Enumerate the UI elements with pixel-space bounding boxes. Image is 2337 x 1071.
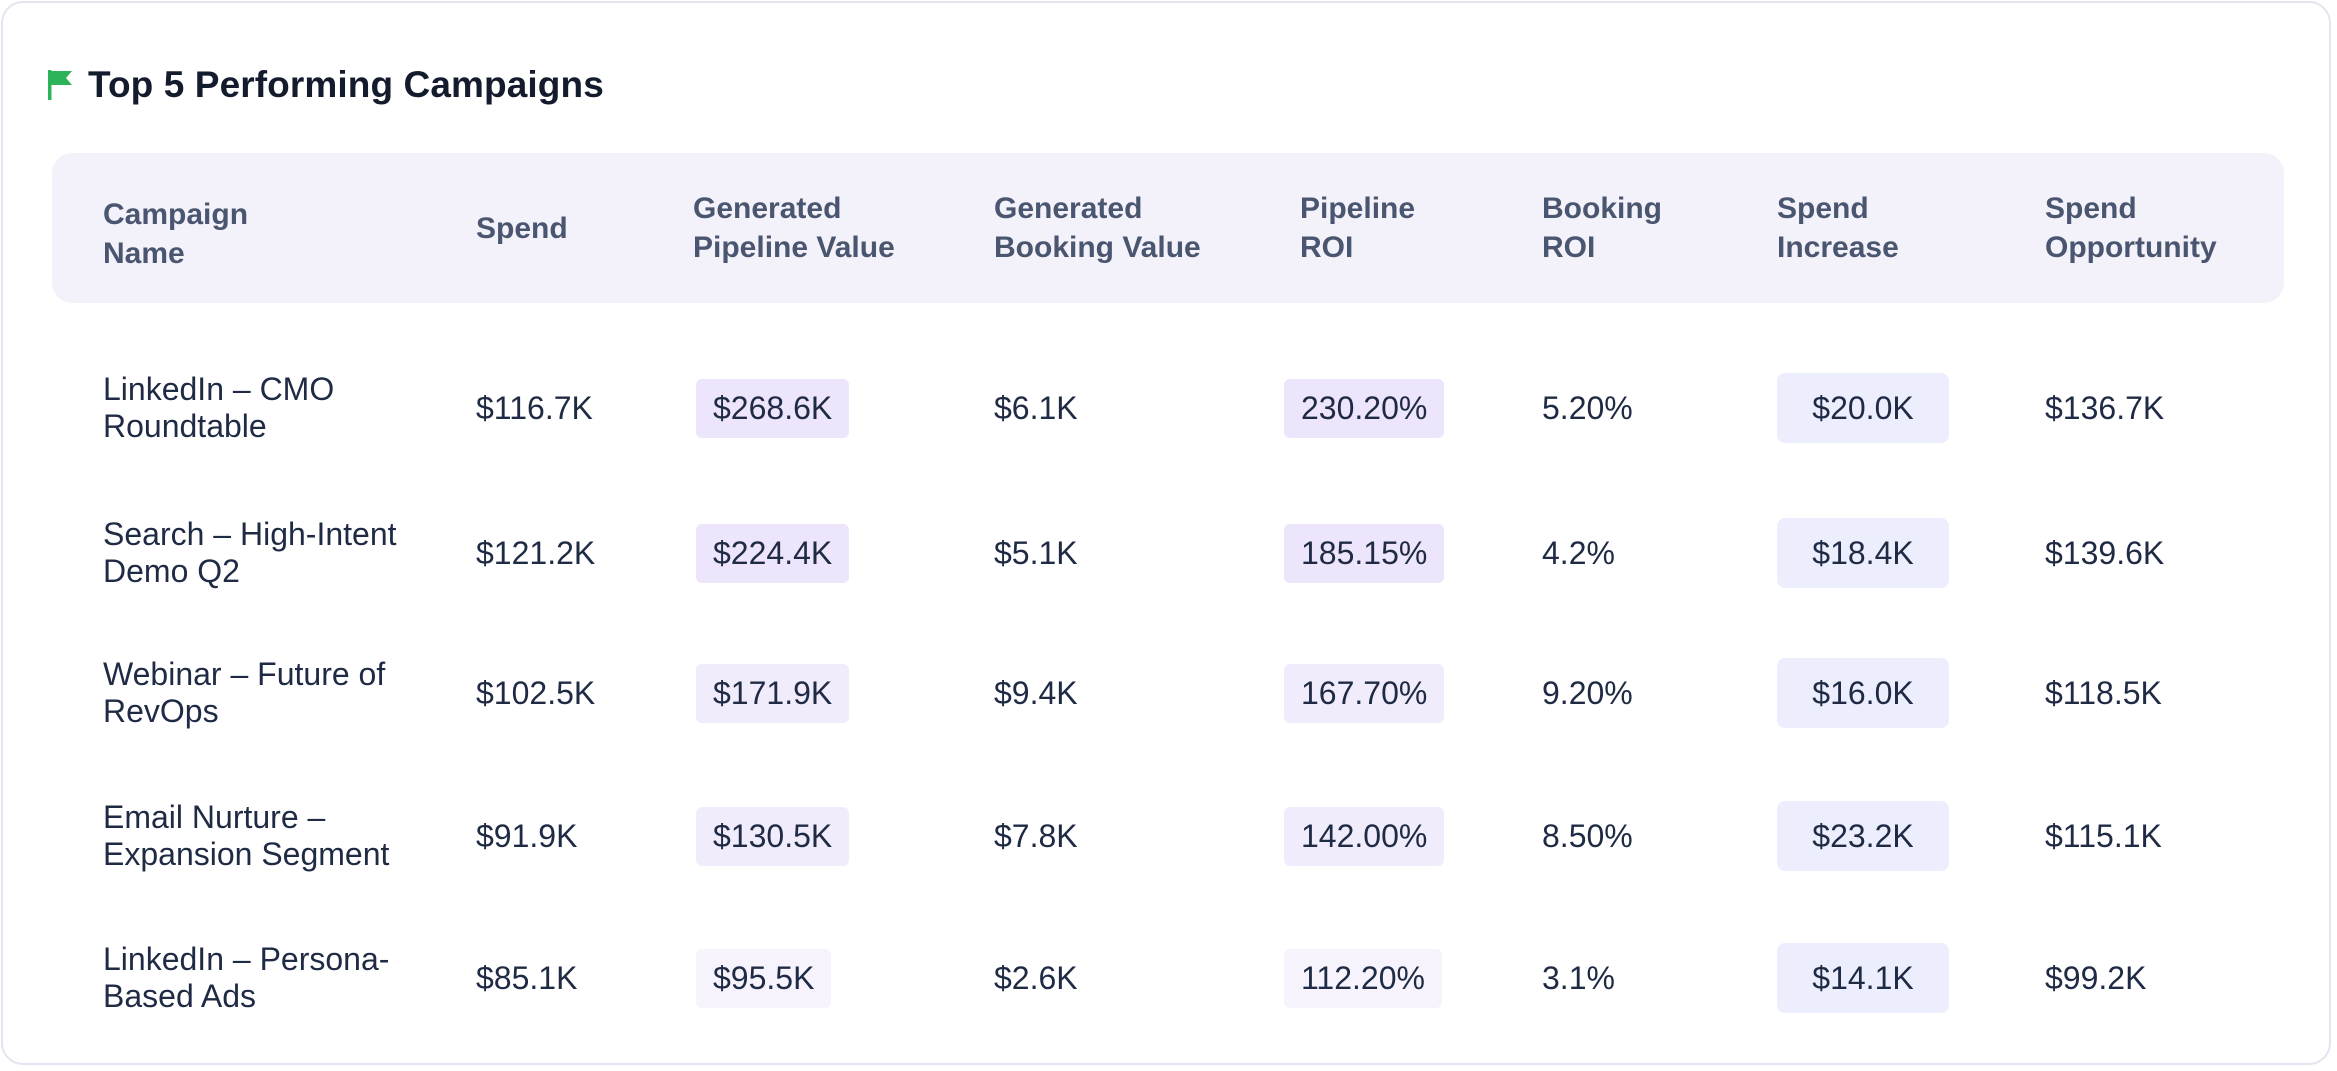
spend-increase-cell: $16.0K	[1777, 623, 1949, 763]
booking-value-cell: $6.1K	[994, 389, 1078, 426]
booking-roi-cell: 4.2%	[1542, 534, 1615, 571]
col-generated-booking-value-header[interactable]: Generated Booking Value	[994, 192, 1201, 264]
spend-opportunity-cell: $118.5K	[2045, 674, 2162, 711]
booking-roi-cell: 5.20%	[1542, 389, 1633, 426]
campaign-name-cell: Email Nurture – Expansion Segment	[103, 799, 390, 872]
col-spend-header[interactable]: Spend	[476, 211, 568, 245]
spend-cell: $116.7K	[476, 389, 593, 426]
spend-opportunity-cell: $115.1K	[2045, 817, 2162, 854]
spend-increase-pill: $16.0K	[1777, 658, 1949, 728]
campaign-name-cell: Webinar – Future of RevOps	[103, 656, 386, 729]
pipeline-value-pill: $224.4K	[696, 523, 850, 583]
spend-opportunity-cell: $99.2K	[2045, 959, 2147, 996]
spend-increase-cell: $20.0K	[1777, 338, 1949, 478]
col-booking-roi-header[interactable]: Booking ROI	[1542, 192, 1662, 264]
pipeline-value-pill: $268.6K	[696, 378, 850, 438]
booking-value-cell: $9.4K	[994, 674, 1078, 711]
table-row[interactable]: Email Nurture – Expansion Segment $91.9K $…	[52, 756, 2284, 916]
spend-cell: $121.2K	[476, 534, 596, 571]
pipeline-roi-pill: 185.15%	[1284, 523, 1445, 583]
flag-icon	[48, 70, 74, 100]
pipeline-value-cell: $95.5K	[696, 913, 832, 1043]
pipeline-roi-pill: 230.20%	[1284, 378, 1445, 438]
table-header: Campaign Name Spend Generated Pipeline Val…	[52, 153, 2284, 303]
spend-increase-cell: $14.1K	[1777, 913, 1949, 1043]
card-title: Top 5 Performing Campaigns	[88, 64, 604, 105]
card-header: Top 5 Performing Campaigns	[48, 63, 604, 107]
spend-increase-pill: $14.1K	[1777, 943, 1949, 1013]
spend-increase-pill: $18.4K	[1777, 518, 1949, 588]
pipeline-roi-cell: 167.70%	[1284, 623, 1445, 763]
spend-cell: $85.1K	[476, 959, 578, 996]
pipeline-value-cell: $171.9K	[696, 623, 850, 763]
campaign-name-cell: LinkedIn – CMO Roundtable	[103, 371, 335, 444]
spend-increase-pill: $20.0K	[1777, 373, 1949, 443]
col-campaign-name-header[interactable]: Campaign Name	[103, 198, 249, 270]
booking-roi-cell: 8.50%	[1542, 817, 1633, 854]
pipeline-value-cell: $130.5K	[696, 756, 850, 916]
pipeline-roi-pill: 142.00%	[1284, 806, 1445, 866]
campaigns-table: Campaign Name Spend Generated Pipeline Val…	[52, 153, 2284, 1014]
pipeline-roi-cell: 185.15%	[1284, 483, 1445, 623]
table-row[interactable]: Search – High-Intent Demo Q2 $121.2K $224.…	[52, 483, 2284, 623]
col-spend-opportunity-header[interactable]: Spend Opportunity	[2045, 192, 2217, 264]
table-row[interactable]: LinkedIn – CMO Roundtable $116.7K $268.6K $…	[52, 338, 2284, 478]
spend-increase-cell: $23.2K	[1777, 756, 1949, 916]
col-pipeline-roi-header[interactable]: Pipeline ROI	[1300, 192, 1416, 264]
col-spend-increase-header[interactable]: Spend Increase	[1777, 192, 1899, 264]
table-row[interactable]: Webinar – Future of RevOps $102.5K $171.9K…	[52, 623, 2284, 763]
pipeline-value-pill: $171.9K	[696, 663, 850, 723]
booking-value-cell: $2.6K	[994, 959, 1078, 996]
campaign-name-cell: Search – High-Intent Demo Q2	[103, 516, 397, 589]
booking-value-cell: $7.8K	[994, 817, 1078, 854]
pipeline-value-cell: $224.4K	[696, 483, 850, 623]
spend-cell: $102.5K	[476, 674, 596, 711]
booking-value-cell: $5.1K	[994, 534, 1078, 571]
spend-increase-pill: $23.2K	[1777, 801, 1949, 871]
campaign-name-cell: LinkedIn – Persona-Based Ads	[103, 941, 390, 1014]
spend-opportunity-cell: $139.6K	[2045, 534, 2165, 571]
pipeline-value-cell: $268.6K	[696, 338, 850, 478]
pipeline-value-pill: $130.5K	[696, 806, 850, 866]
spend-opportunity-cell: $136.7K	[2045, 389, 2165, 426]
booking-roi-cell: 9.20%	[1542, 674, 1633, 711]
pipeline-roi-pill: 167.70%	[1284, 663, 1445, 723]
pipeline-roi-cell: 112.20%	[1284, 913, 1442, 1043]
pipeline-roi-cell: 230.20%	[1284, 338, 1445, 478]
pipeline-value-pill: $95.5K	[696, 948, 832, 1008]
spend-cell: $91.9K	[476, 817, 578, 854]
table-row[interactable]: LinkedIn – Persona-Based Ads $85.1K $95.5K…	[52, 913, 2284, 1043]
spend-increase-cell: $18.4K	[1777, 483, 1949, 623]
booking-roi-cell: 3.1%	[1542, 959, 1615, 996]
col-generated-pipeline-value-header[interactable]: Generated Pipeline Value	[693, 192, 895, 264]
pipeline-roi-cell: 142.00%	[1284, 756, 1445, 916]
pipeline-roi-pill: 112.20%	[1284, 948, 1442, 1008]
